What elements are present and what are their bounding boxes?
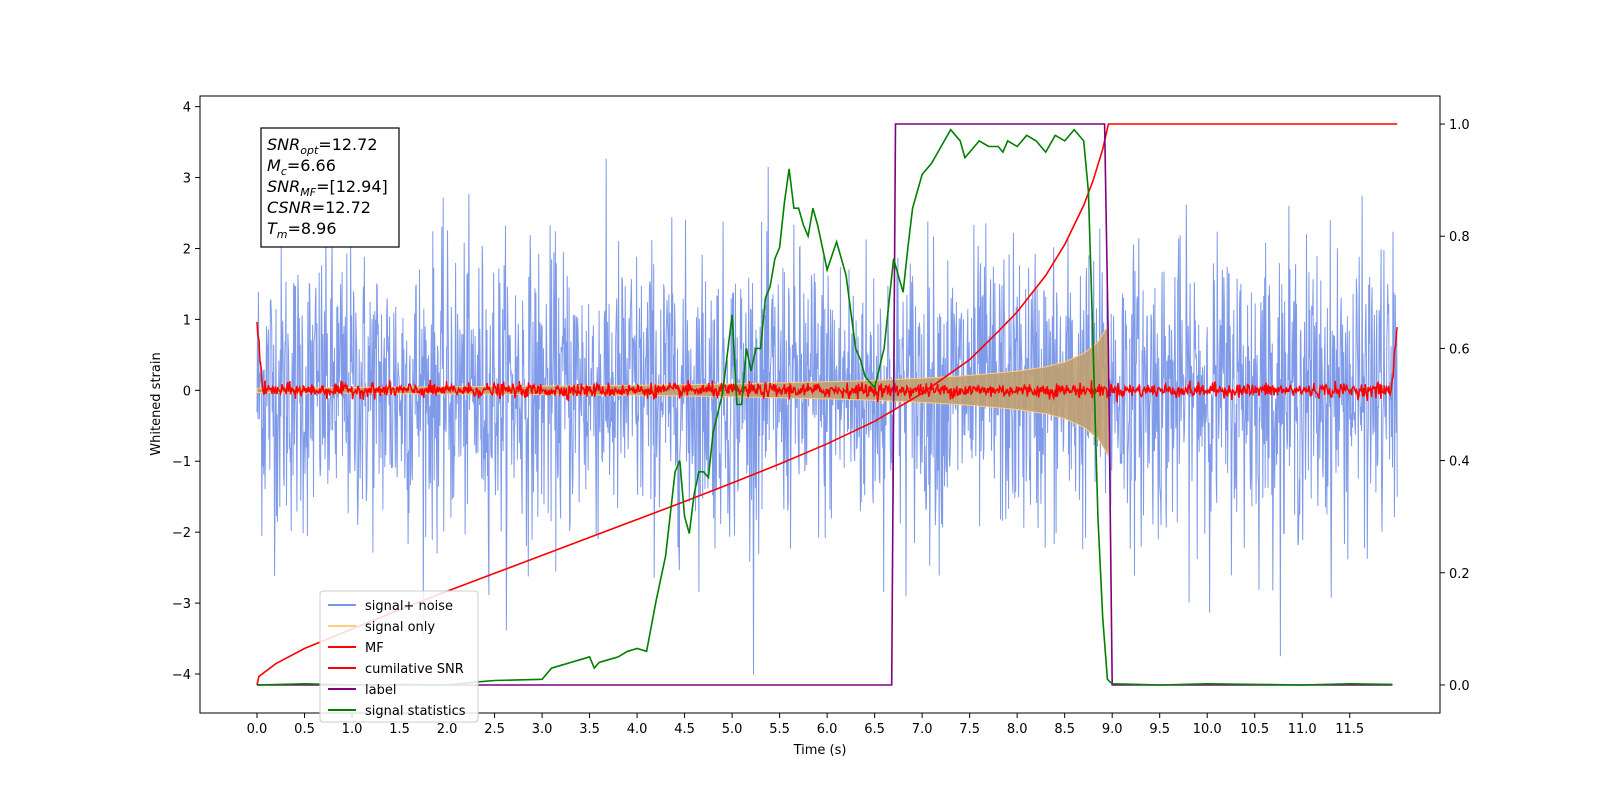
x-tick-label: 1.0 [342, 722, 363, 737]
x-tick-label: 9.5 [1149, 722, 1170, 737]
annotation-line: SNRopt=12.72 [267, 135, 378, 157]
series-label [257, 123, 1393, 686]
x-tick-label: 8.5 [1054, 722, 1075, 737]
x-tick-label: 4.0 [627, 722, 648, 737]
y2-tick-label: 0.8 [1449, 230, 1470, 245]
x-tick-label: 5.5 [769, 722, 790, 737]
annotation-frame [260, 127, 400, 248]
x-tick-label: 5.0 [722, 722, 743, 737]
x-tick-label: 6.5 [864, 722, 885, 737]
y-axis-right: 1.0 0.8 0.6 0.4 0.2 0.0 [1440, 118, 1470, 694]
series-mf [256, 321, 1398, 403]
x-tick-label: 7.5 [959, 722, 980, 737]
x-tick-label: 3.0 [532, 722, 553, 737]
x-tick-label: 9.0 [1102, 722, 1123, 737]
x-tick-label: 6.0 [817, 722, 838, 737]
y2-tick-label: 0.2 [1449, 567, 1470, 582]
y-tick-label: −1 [172, 455, 191, 470]
y-tick-label: 1 [183, 313, 191, 328]
x-tick-label: 10.5 [1240, 722, 1269, 737]
y-tick-label: 3 [183, 172, 191, 187]
legend-entry: cumilative SNR [365, 662, 464, 677]
legend: signal+ noise signal only MF cumilative SNR… [319, 590, 479, 723]
x-tick-label: 2.0 [437, 722, 458, 737]
series-signal-statistics [256, 128, 1393, 686]
x-axis: 0.0 0.5 1.0 1.5 2.0 2.5 3.0 3.5 4.0 4.5 5.0 5.5 6.0 6… [247, 713, 1364, 737]
legend-frame [319, 590, 479, 723]
x-tick-label: 8.0 [1007, 722, 1028, 737]
y-tick-label: −2 [172, 526, 191, 541]
y-tick-label: 4 [183, 101, 191, 116]
x-tick-label: 11.5 [1335, 722, 1364, 737]
annotation-line: SNRMF=[12.94] [267, 177, 388, 199]
annotation-line: CSNR=12.72 [267, 198, 371, 217]
y2-tick-label: 1.0 [1449, 118, 1470, 133]
x-tick-label: 2.5 [484, 722, 505, 737]
x-tick-label: 11.0 [1288, 722, 1317, 737]
annotation-box: SNRopt=12.72Mc=6.66SNRMF=[12.94]CSNR=12.… [260, 127, 400, 248]
y-tick-label: −3 [172, 597, 191, 612]
y-axis-label: Whitened strain [149, 352, 164, 455]
x-tick-label: 10.0 [1193, 722, 1222, 737]
y2-tick-label: 0.0 [1449, 679, 1470, 694]
annotation-line: Tm=8.96 [267, 219, 337, 241]
y2-tick-label: 0.4 [1449, 455, 1470, 470]
y2-tick-label: 0.6 [1449, 342, 1470, 357]
x-tick-label: 0.5 [294, 722, 315, 737]
x-tick-label: 0.0 [247, 722, 268, 737]
legend-entry: MF [365, 641, 384, 656]
y-tick-label: 2 [183, 242, 191, 257]
y-axis-left: 4 3 2 1 0 −1 −2 −3 −4 [172, 101, 200, 683]
y-tick-label: −4 [172, 668, 191, 683]
legend-entry: signal statistics [365, 704, 466, 719]
annotation-line: Mc=6.66 [267, 156, 336, 178]
legend-entry: label [365, 683, 396, 698]
x-tick-label: 7.0 [912, 722, 933, 737]
legend-entry: signal+ noise [365, 599, 453, 614]
x-axis-label: Time (s) [793, 743, 847, 758]
x-tick-label: 3.5 [579, 722, 600, 737]
x-tick-label: 1.5 [389, 722, 410, 737]
y-tick-label: 0 [183, 384, 191, 399]
plot-frame [199, 95, 1441, 714]
legend-entry: signal only [365, 620, 435, 635]
x-tick-label: 4.5 [674, 722, 695, 737]
